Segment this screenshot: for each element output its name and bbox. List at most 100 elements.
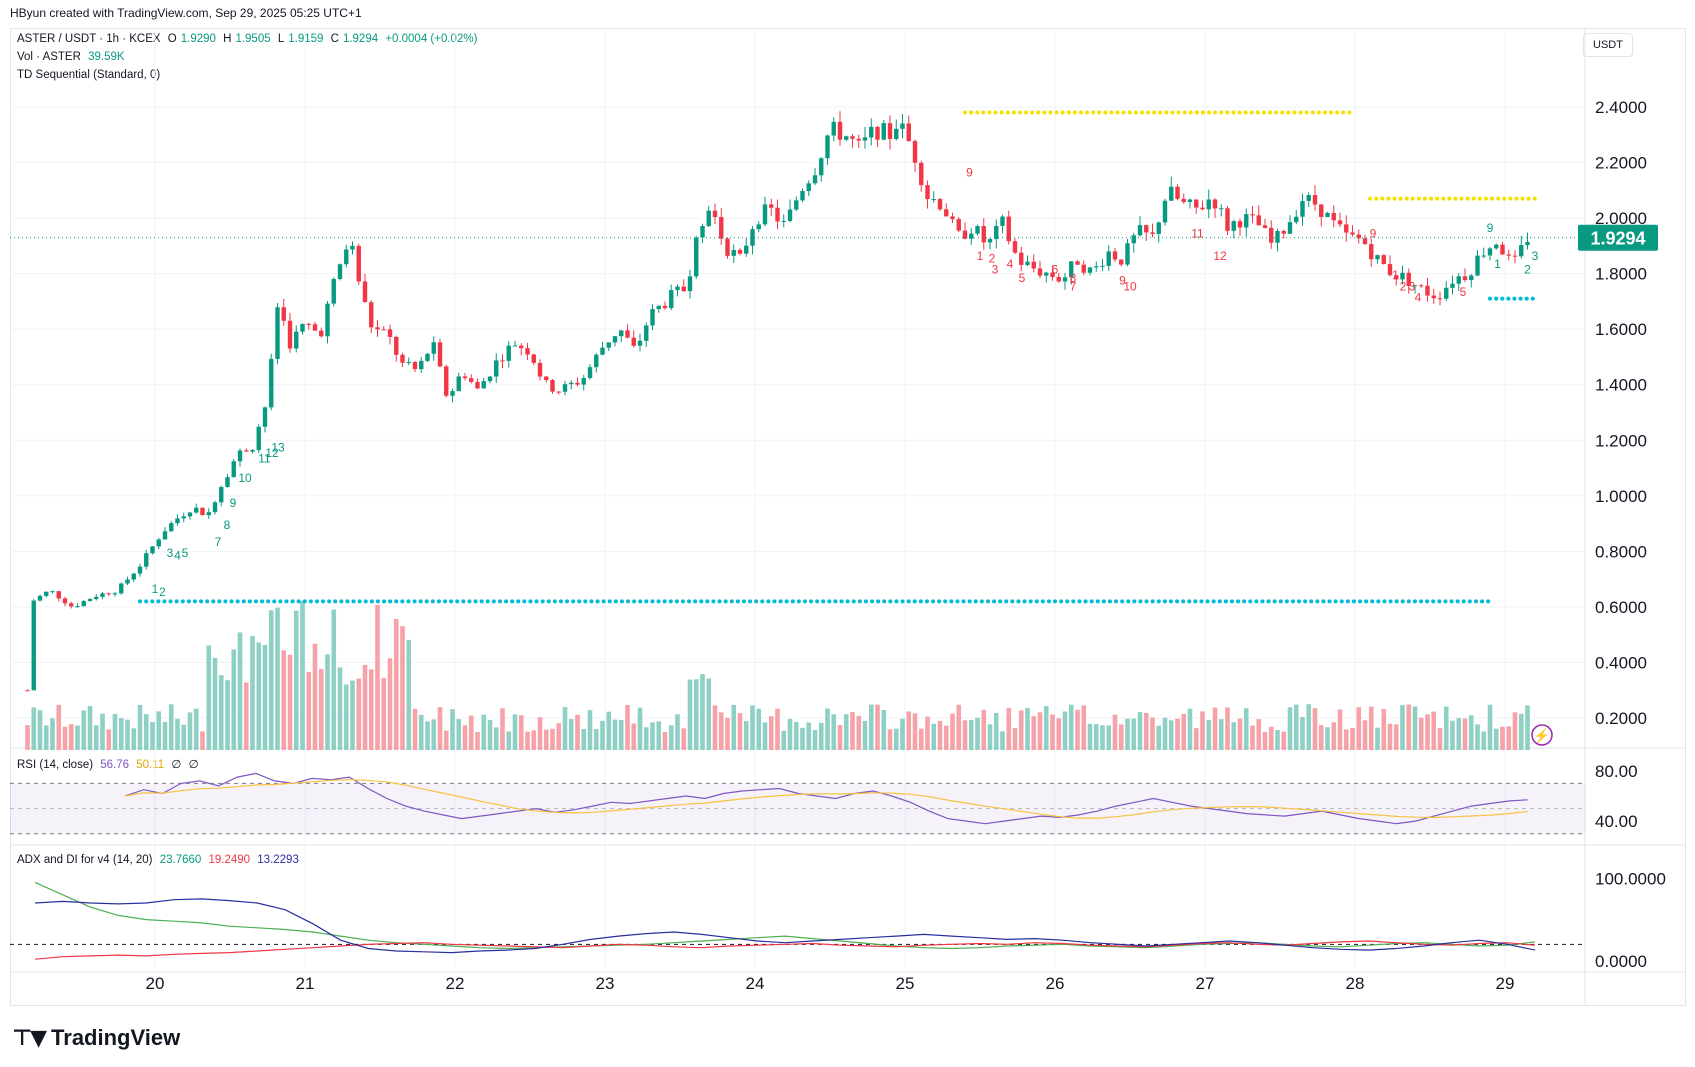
low-label: L: [277, 33, 285, 45]
candle-body: [725, 238, 730, 256]
candle-body: [1062, 277, 1068, 282]
volume-bar: [487, 719, 493, 750]
candle-body: [1262, 225, 1268, 228]
adx-label[interactable]: ADX and DI for v4 (14, 20): [17, 854, 153, 866]
y-tick-label: 1.2000: [1595, 431, 1647, 450]
x-tick-label: 24: [746, 974, 765, 993]
candle-body: [700, 226, 705, 238]
candle-body: [156, 539, 161, 547]
candle-body: [706, 210, 711, 227]
candle-body: [200, 507, 205, 516]
volume-bar: [81, 710, 87, 750]
volume-bar: [612, 719, 618, 750]
volume-bar: [1431, 711, 1437, 750]
candle-body: [375, 327, 380, 330]
candle-body: [750, 229, 755, 246]
candle-body: [419, 360, 424, 370]
candle-body: [1212, 199, 1218, 209]
rsi-empty-1: ∅: [171, 759, 182, 771]
volume-bar: [1100, 725, 1105, 750]
volume-bar: [1231, 722, 1237, 750]
volume-bar: [87, 706, 93, 750]
volume-bar: [1237, 718, 1243, 750]
candle-body: [1431, 295, 1436, 299]
tradingview-brand[interactable]: ⊤▼ TradingView: [12, 1025, 180, 1051]
candle-body: [1481, 255, 1486, 257]
volume-bar: [1087, 723, 1093, 750]
candle-body: [1187, 199, 1193, 203]
td-count-red: 7: [1070, 279, 1077, 293]
candle-body: [1281, 231, 1286, 234]
candle-body: [1044, 272, 1049, 276]
volume-bar: [1375, 727, 1380, 750]
td-count-red: 8: [1070, 271, 1077, 285]
volume-bar: [981, 709, 987, 750]
volume-bar: [818, 722, 824, 750]
candle-body: [1494, 244, 1499, 249]
volume-label[interactable]: Vol · ASTER: [17, 51, 81, 63]
candle-body: [1312, 195, 1318, 205]
volume-bar: [156, 711, 162, 750]
candle-body: [1156, 222, 1161, 234]
volume-bar: [1225, 707, 1230, 750]
volume-bar: [1518, 713, 1524, 750]
volume-bar: [975, 717, 980, 750]
td-sequential-label[interactable]: TD Sequential (Standard, 0): [17, 69, 161, 81]
volume-bar: [1093, 724, 1099, 750]
volume-bar: [275, 607, 280, 750]
candle-body: [1462, 276, 1468, 281]
td-count-red: 5: [1019, 271, 1026, 285]
volume-bar: [925, 716, 930, 750]
candle-body: [1012, 241, 1018, 253]
volume-bar: [368, 669, 374, 750]
candle-body: [487, 376, 493, 382]
volume-bar: [437, 707, 443, 750]
candle-body: [1094, 266, 1099, 268]
candle-body: [1469, 275, 1474, 281]
candle-body: [1137, 225, 1143, 236]
volume-bar: [106, 729, 112, 750]
candle-body: [94, 596, 99, 600]
volume-bar: [800, 727, 805, 750]
candle-body: [75, 606, 80, 608]
td-count-green: 9: [230, 496, 237, 510]
candle-body: [269, 358, 274, 408]
volume-bar: [912, 713, 918, 750]
volume-bar: [1293, 704, 1299, 750]
volume-bar: [306, 671, 312, 750]
candle-body: [294, 331, 299, 349]
volume-bar: [375, 604, 380, 750]
candle-body: [175, 518, 180, 524]
candle-body: [62, 598, 68, 604]
symbol-label[interactable]: ASTER / USDT · 1h · KCEX: [17, 33, 161, 45]
volume-bar: [1125, 718, 1130, 750]
candle-body: [844, 136, 849, 140]
candle-body: [1444, 287, 1449, 299]
candle-body: [344, 249, 349, 265]
candle-body: [1387, 264, 1393, 276]
volume-bar: [568, 718, 574, 750]
volume-bar: [468, 715, 474, 750]
td-sequential-legend: TD Sequential (Standard, 0): [17, 69, 164, 81]
candle-body: [300, 323, 305, 332]
td-count-red: 1: [977, 249, 984, 263]
volume-bar: [1437, 728, 1443, 750]
volume-bar: [1393, 724, 1399, 750]
candle-body: [81, 601, 86, 607]
rsi-legend: RSI (14, close) 56.76 50.11 ∅ ∅: [17, 757, 203, 771]
candle-body: [825, 135, 830, 159]
candle-body: [219, 487, 224, 503]
candle-body: [1250, 214, 1255, 216]
candle-body: [331, 278, 336, 304]
candle-body: [1169, 186, 1174, 201]
candle-body: [350, 245, 355, 250]
candle-body: [1162, 200, 1168, 223]
candle-body: [231, 461, 236, 478]
currency-selector[interactable]: USDT: [1583, 33, 1633, 57]
volume-bar: [1500, 726, 1505, 750]
candle-body: [1287, 222, 1293, 234]
candle-body: [137, 566, 143, 574]
candle-body: [1206, 199, 1211, 210]
rsi-label[interactable]: RSI (14, close): [17, 759, 94, 771]
